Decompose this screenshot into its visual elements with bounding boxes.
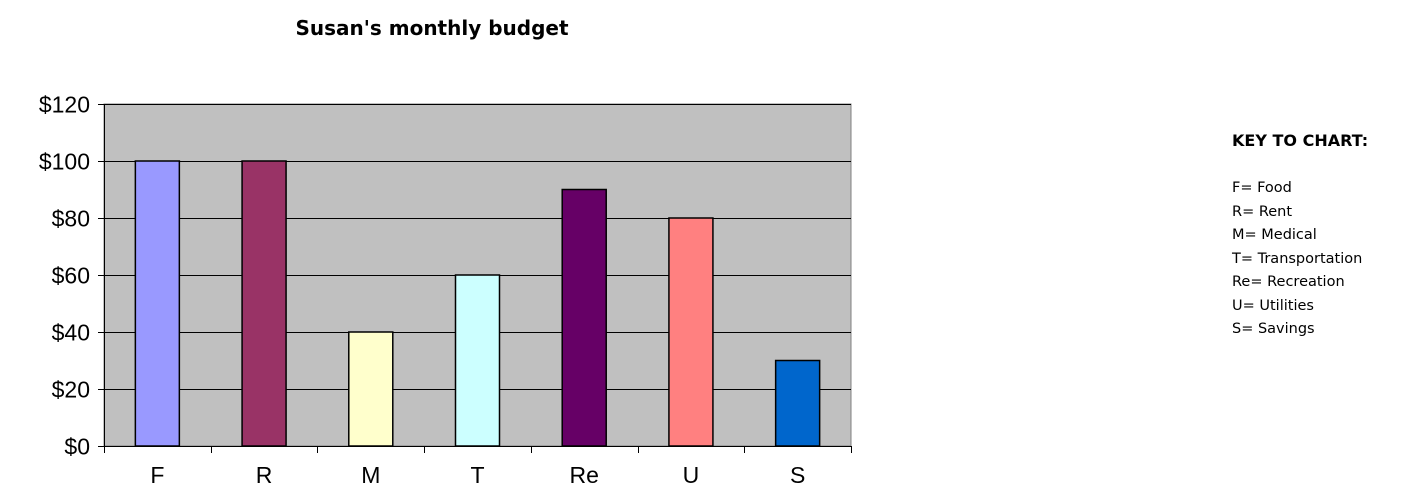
chart-key-item: U= Utilities xyxy=(1232,297,1314,314)
x-tick-label: Re xyxy=(570,462,599,488)
x-tick-label: M xyxy=(361,462,380,488)
x-tick-label: R xyxy=(256,462,273,488)
chart-title: Susan's monthly budget xyxy=(295,16,569,40)
bar-f xyxy=(134,160,181,447)
x-tick-label: F xyxy=(150,462,164,488)
chart-key: KEY TO CHART: F= Food R= Rent M= Medical T=… xyxy=(1232,131,1368,342)
chart-key-item: S= Savings xyxy=(1232,321,1315,337)
chart-key-item: F= Food xyxy=(1232,180,1292,196)
y-tick-label: $120 xyxy=(39,92,90,118)
y-tick-label: $100 xyxy=(39,149,90,175)
bar-u xyxy=(668,217,714,447)
chart-key-list: F= Food R= Rent M= Medical T= Transportatio… xyxy=(1232,177,1368,342)
bar-t xyxy=(454,274,501,447)
bar-s xyxy=(774,359,821,447)
chart-key-item: M= Medical xyxy=(1232,227,1317,243)
bar-m xyxy=(348,331,394,447)
bar-re xyxy=(561,188,607,447)
chart-key-item: R= Rent xyxy=(1232,203,1293,220)
bar-r xyxy=(241,160,287,447)
y-tick-label: $80 xyxy=(52,206,90,232)
chart-key-item: T= Transportation xyxy=(1232,250,1363,267)
x-tick-label: U xyxy=(683,462,700,488)
y-tick-label: $0 xyxy=(64,434,90,460)
x-tick-label: S xyxy=(790,462,805,488)
chart-key-title: KEY TO CHART: xyxy=(1232,131,1369,150)
chart-key-item: Re= Recreation xyxy=(1232,274,1345,290)
y-tick-label: $60 xyxy=(52,263,90,289)
x-tick-label: T xyxy=(470,462,484,488)
y-tick-label: $20 xyxy=(52,377,90,403)
y-tick-label: $40 xyxy=(52,320,90,346)
